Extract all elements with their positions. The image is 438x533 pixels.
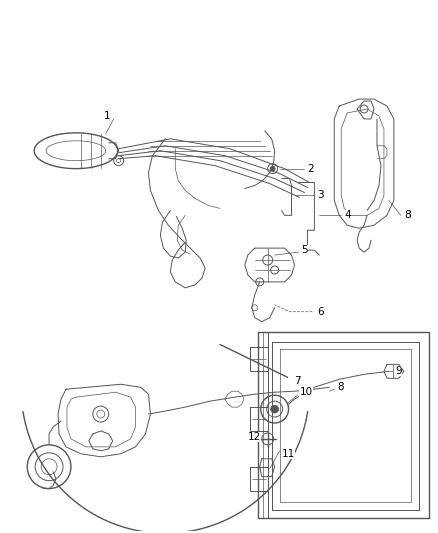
Text: 8: 8 (404, 211, 410, 220)
Text: 12: 12 (248, 432, 261, 442)
Text: 7: 7 (294, 376, 301, 386)
Text: 4: 4 (344, 211, 351, 220)
Text: 2: 2 (307, 164, 314, 174)
Text: 6: 6 (318, 306, 324, 317)
Text: 12: 12 (248, 432, 261, 442)
Text: 4: 4 (344, 211, 351, 220)
Text: 11: 11 (282, 449, 295, 459)
Text: 8: 8 (337, 382, 344, 392)
Text: 5: 5 (301, 245, 308, 255)
Text: 2: 2 (307, 164, 314, 174)
Text: 3: 3 (318, 190, 324, 200)
Text: 8: 8 (337, 382, 344, 392)
Text: 10: 10 (300, 387, 313, 397)
Circle shape (271, 405, 279, 413)
Text: 11: 11 (282, 449, 295, 459)
Text: 10: 10 (300, 387, 313, 397)
Text: 7: 7 (294, 376, 301, 386)
Text: 5: 5 (301, 245, 308, 255)
Text: 1: 1 (104, 111, 110, 121)
Text: 3: 3 (318, 190, 324, 200)
Text: 9: 9 (396, 366, 403, 376)
Text: 6: 6 (318, 306, 324, 317)
Circle shape (270, 166, 275, 171)
Text: 1: 1 (104, 111, 110, 121)
Text: 8: 8 (404, 211, 410, 220)
Text: 9: 9 (396, 366, 403, 376)
